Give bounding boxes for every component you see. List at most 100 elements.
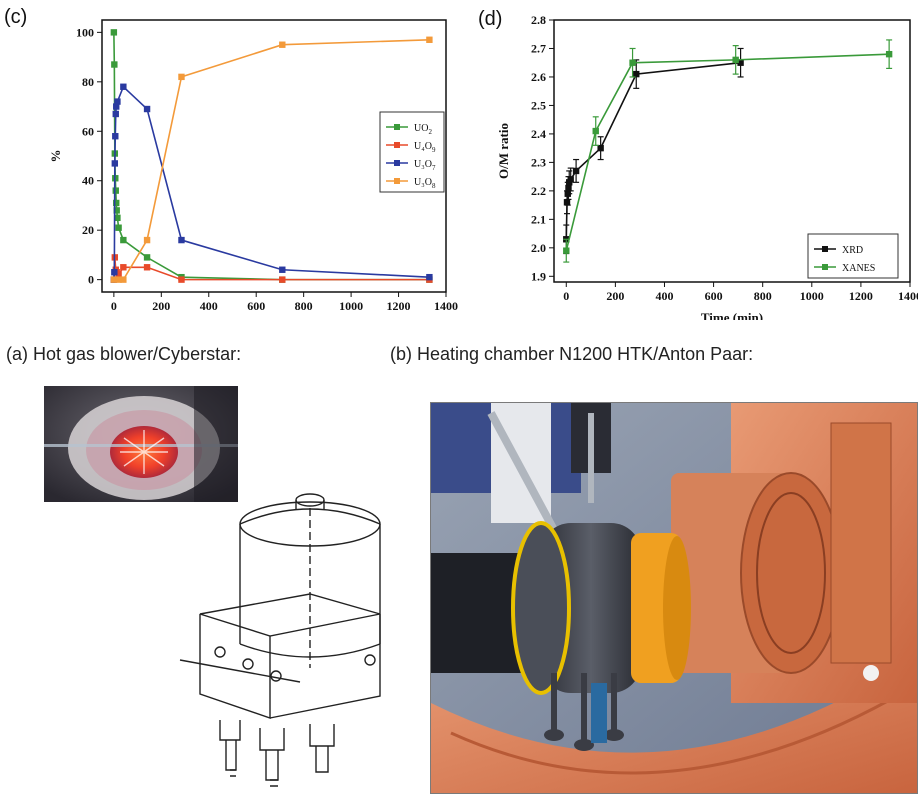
data-point (737, 59, 744, 66)
data-point (114, 98, 121, 105)
legend-swatch-marker (822, 246, 828, 252)
data-point (110, 276, 118, 283)
x-tick-label: 200 (606, 289, 624, 303)
legend-entry: U₃O7 (414, 159, 436, 172)
x-tick-label: 1400 (434, 299, 458, 313)
data-point (565, 184, 572, 192)
y-tick-label: 60 (82, 124, 94, 138)
data-point (563, 247, 570, 254)
data-point (178, 73, 185, 81)
y-tick-label: 2.0 (531, 241, 546, 255)
series-line (565, 61, 741, 240)
legend-swatch-marker (822, 264, 828, 270)
chart-phase-fraction: 0200400600800100012001400020406080100Tim… (48, 19, 458, 313)
y-tick-label: 100 (76, 25, 94, 39)
y-tick-label: 2.1 (531, 212, 546, 226)
series-line (565, 53, 890, 251)
data-point (113, 207, 120, 214)
x-tick-label: 600 (705, 289, 723, 303)
data-point (120, 276, 127, 283)
x-axis-title: Time (min) (701, 310, 763, 320)
data-point (563, 199, 571, 206)
legend-box (807, 233, 899, 279)
legend-entry: XRD (842, 245, 863, 256)
y-tick-label: 2.4 (531, 127, 546, 141)
data-point (111, 61, 118, 68)
x-tick-label: 400 (200, 299, 218, 313)
data-point (113, 103, 120, 110)
data-point (592, 127, 599, 135)
x-tick-label: 0 (111, 299, 117, 313)
heated-sample-photo (44, 386, 238, 502)
data-point (111, 269, 118, 276)
data-point (597, 144, 604, 152)
caption-hot-gas-blower: (a) Hot gas blower/Cyberstar: (6, 344, 242, 364)
data-point (115, 224, 122, 231)
plot-frame (101, 19, 447, 293)
y-tick-label: 2.8 (531, 13, 546, 27)
plot-frame (553, 19, 911, 283)
x-tick-label: 600 (247, 299, 265, 313)
data-point (143, 236, 151, 244)
data-point (115, 271, 122, 278)
y-tick-label: 2.7 (531, 41, 546, 55)
legend-entry: U₄O9 (414, 141, 436, 154)
data-point (143, 105, 151, 113)
x-tick-label: 1200 (849, 289, 873, 303)
x-tick-label: 1400 (898, 289, 918, 303)
legend-entry: XANES (842, 263, 875, 274)
data-point (279, 276, 286, 283)
data-point (120, 236, 127, 244)
chart-om-ratio: 0 200 400 600 800 1000 1200 1400 1.9 2.0 2.1 2.2 2.3… (496, 13, 918, 320)
legend-swatch-marker (394, 142, 400, 148)
data-point (143, 254, 151, 261)
data-point (426, 273, 433, 281)
legend-entry: UO2 (414, 123, 432, 136)
x-tick-label: 0 (563, 289, 569, 303)
y-axis-title: % (48, 150, 63, 163)
data-point (178, 236, 185, 244)
series-line (113, 257, 430, 281)
x-tick-label: 400 (655, 289, 673, 303)
series-1 (110, 254, 433, 283)
y-tick-label: 2.5 (531, 98, 546, 112)
data-point (112, 187, 119, 194)
data-point (572, 167, 580, 175)
y-tick-label: 2.3 (531, 155, 546, 169)
data-point (112, 110, 119, 118)
data-point (629, 59, 636, 66)
data-point (633, 70, 640, 78)
data-point (426, 36, 433, 43)
data-point (279, 41, 286, 48)
data-point (110, 29, 118, 36)
data-point (112, 133, 119, 140)
y-tick-label: 0 (88, 273, 94, 287)
x-tick-label: 1200 (387, 299, 411, 313)
data-point (114, 214, 121, 222)
legend-swatch-marker (394, 124, 400, 130)
legend-swatch-marker (394, 178, 400, 184)
data-point (113, 199, 120, 207)
x-tick-label: 800 (295, 299, 313, 313)
data-point (732, 56, 739, 64)
y-tick-label: 80 (82, 75, 94, 89)
y-tick-label: 1.9 (531, 269, 546, 283)
data-point (111, 160, 119, 167)
data-point (115, 276, 122, 283)
x-tick-label: 1000 (339, 299, 363, 313)
y-tick-label: 2.2 (531, 184, 546, 198)
legend-box (379, 111, 445, 193)
legend-swatch-marker (394, 160, 400, 166)
x-tick-label: 200 (152, 299, 170, 313)
data-point (885, 50, 893, 58)
x-tick-label: 1000 (800, 289, 824, 303)
hot-gas-blower-drawing (170, 484, 390, 797)
data-point (178, 276, 185, 283)
y-tick-label: 40 (82, 174, 94, 188)
data-point (120, 264, 127, 271)
legend-entry: U₃O8 (414, 177, 436, 190)
panel-label-d: (d) (478, 8, 503, 30)
panel-label-c: (c) (4, 6, 28, 28)
data-point (567, 176, 574, 183)
series-1 (563, 39, 893, 263)
